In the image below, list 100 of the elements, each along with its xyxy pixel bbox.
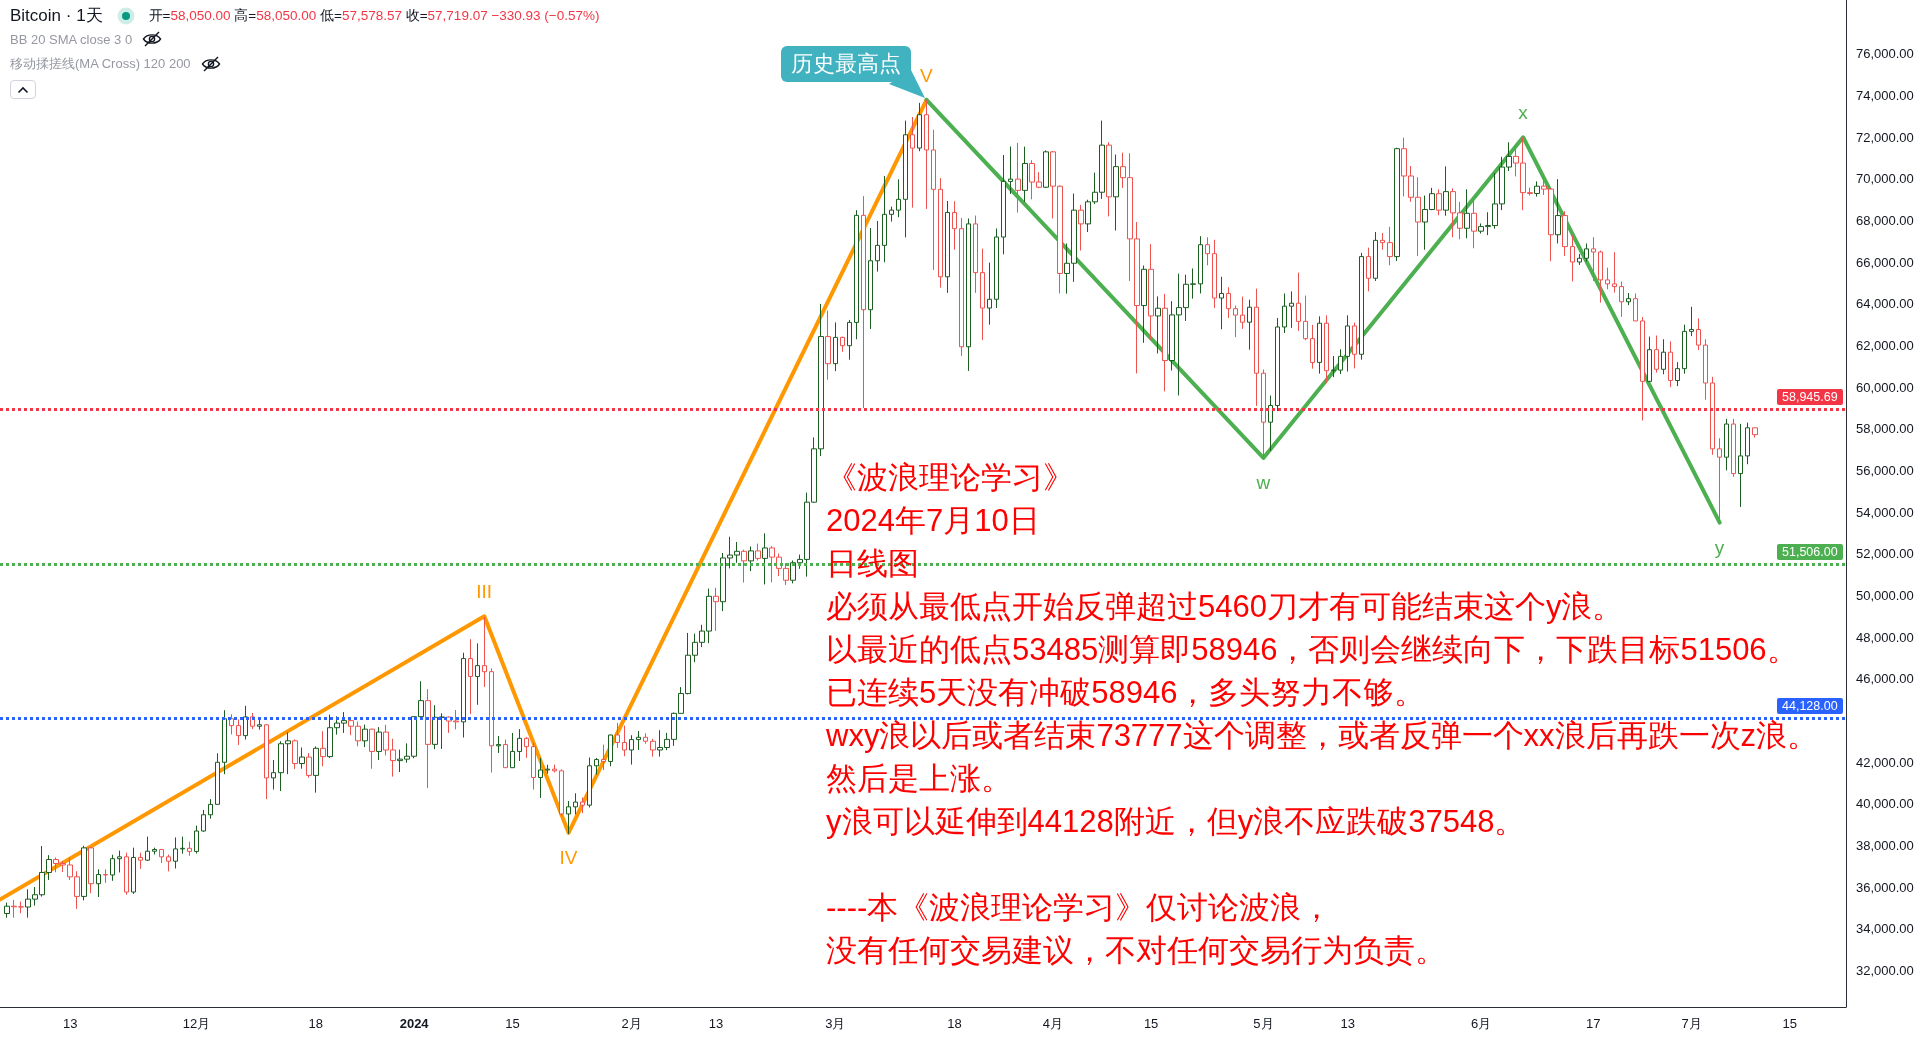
candlestick xyxy=(1352,322,1357,369)
annotation: 必须从最低点开始反弹超过5460刀才有可能结束这个y浪。 xyxy=(826,588,1624,626)
annotation: 以最近的低点53485测算即58946，否则会继续向下，下跌目标51506。 xyxy=(826,631,1798,669)
annotation: IV xyxy=(559,846,578,869)
candlestick xyxy=(222,709,227,775)
annotation: V xyxy=(920,64,933,87)
candlestick xyxy=(1752,427,1758,439)
candlestick xyxy=(1289,290,1294,329)
candlestick xyxy=(510,732,515,769)
candlestick xyxy=(145,836,150,862)
candlestick xyxy=(1584,242,1589,263)
annotation: 移动揉搓线(MA Cross) 120 200 xyxy=(10,55,191,73)
candlestick xyxy=(917,102,922,152)
y-tick-label: 50,000.00 xyxy=(1856,587,1914,603)
candlestick xyxy=(1626,292,1631,306)
candlestick xyxy=(966,217,971,372)
candlestick xyxy=(1198,235,1203,294)
candlestick xyxy=(1233,305,1238,338)
x-tick-label: 3月 xyxy=(825,1016,846,1031)
x-tick-label: 2024 xyxy=(399,1016,430,1031)
annotation: 《波浪理论学习》 xyxy=(826,459,1074,497)
candlestick xyxy=(215,752,220,805)
x-tick-label: 13 xyxy=(62,1016,78,1031)
candlestick xyxy=(1703,338,1708,401)
annotation: ----本《波浪理论学习》仅讨论波浪， xyxy=(826,889,1333,927)
candlestick xyxy=(1261,368,1266,460)
candlestick xyxy=(1373,231,1378,282)
y-tick-label: 58,000.00 xyxy=(1856,421,1914,437)
candlestick xyxy=(987,262,992,326)
candlestick xyxy=(1647,336,1652,383)
candlestick xyxy=(138,852,143,870)
candlestick xyxy=(194,825,199,854)
candlestick xyxy=(229,713,234,735)
annotation: 然后是上涨。 xyxy=(826,760,1012,798)
x-tick-label: 13 xyxy=(1340,1016,1355,1031)
x-tick-label: 15 xyxy=(1782,1016,1798,1031)
candlestick xyxy=(1366,247,1371,292)
candlestick xyxy=(166,854,171,872)
candlestick xyxy=(1338,348,1343,375)
annotation: x xyxy=(1518,102,1528,125)
candlestick xyxy=(1303,295,1308,341)
y-tick-label: 52,000.00 xyxy=(1856,546,1914,562)
y-tick-label: 48,000.00 xyxy=(1856,629,1914,645)
y-tick-label: 32,000.00 xyxy=(1856,962,1914,978)
annotation: 已连续5天没有冲破58946，多头努力不够。 xyxy=(826,674,1426,712)
candlestick xyxy=(1310,324,1315,370)
y-tick-label: 34,000.00 xyxy=(1856,921,1914,937)
candlestick xyxy=(608,734,613,767)
candlestick xyxy=(243,705,248,741)
candlestick xyxy=(973,215,978,294)
candlestick xyxy=(468,638,473,715)
candlestick xyxy=(959,217,964,357)
ref-line-label: 58,945.69 xyxy=(1777,389,1843,406)
candlestick xyxy=(1226,286,1231,319)
candlestick xyxy=(833,321,838,372)
candlestick xyxy=(531,742,536,791)
candlestick xyxy=(475,642,480,706)
y-tick-label: 72,000.00 xyxy=(1856,129,1914,145)
annotation: 日线图 xyxy=(826,545,919,583)
candlestick xyxy=(552,764,557,773)
candlestick xyxy=(1619,281,1624,318)
candlestick xyxy=(840,336,845,353)
annotation: y xyxy=(1714,536,1725,559)
candlestick xyxy=(96,868,101,898)
candlestick xyxy=(1212,239,1217,309)
candlestick xyxy=(896,178,901,218)
candlestick xyxy=(1247,299,1252,351)
candlestick xyxy=(1724,418,1729,471)
candlestick xyxy=(847,319,852,361)
y-tick-label: 36,000.00 xyxy=(1856,879,1914,895)
candlestick xyxy=(643,732,648,745)
candlestick xyxy=(1738,423,1743,508)
annotation: 开=58,050.00 高=58,050.00 低=57,578.57 收=57,719.07 −330.93 (−0.57%) xyxy=(148,7,600,23)
candlestick xyxy=(980,248,985,341)
x-tick-label: 6月 xyxy=(1470,1016,1492,1031)
candlestick xyxy=(159,848,164,864)
x-tick-label: 12月 xyxy=(182,1016,211,1031)
candlestick xyxy=(1717,437,1722,524)
y-tick-label: 74,000.00 xyxy=(1856,88,1914,104)
annotation: 没有任何交易建议，不对任何交易行为负责。 xyxy=(826,932,1446,970)
annotation: BB 20 SMA close 3 0 xyxy=(10,31,133,47)
candlestick xyxy=(1731,418,1736,478)
y-tick-label: 46,000.00 xyxy=(1856,671,1914,687)
ref-line-label: 44,128.00 xyxy=(1777,697,1843,714)
x-tick-label: 2月 xyxy=(621,1016,642,1031)
candlestick xyxy=(559,768,564,817)
y-tick-label: 70,000.00 xyxy=(1856,171,1914,187)
candlestick xyxy=(103,868,108,884)
x-tick-label: 15 xyxy=(1143,1016,1159,1031)
y-tick-label: 38,000.00 xyxy=(1856,837,1914,853)
candlestick xyxy=(524,736,529,759)
candlestick xyxy=(868,227,873,330)
candlestick xyxy=(517,728,522,762)
y-tick-label: 40,000.00 xyxy=(1856,796,1914,812)
candlestick xyxy=(1640,316,1645,421)
candlestick xyxy=(1696,317,1701,351)
y-tick-label: 60,000.00 xyxy=(1856,379,1914,395)
candlestick xyxy=(1668,340,1673,388)
candlestick xyxy=(1675,361,1680,387)
candlestick xyxy=(882,175,887,263)
